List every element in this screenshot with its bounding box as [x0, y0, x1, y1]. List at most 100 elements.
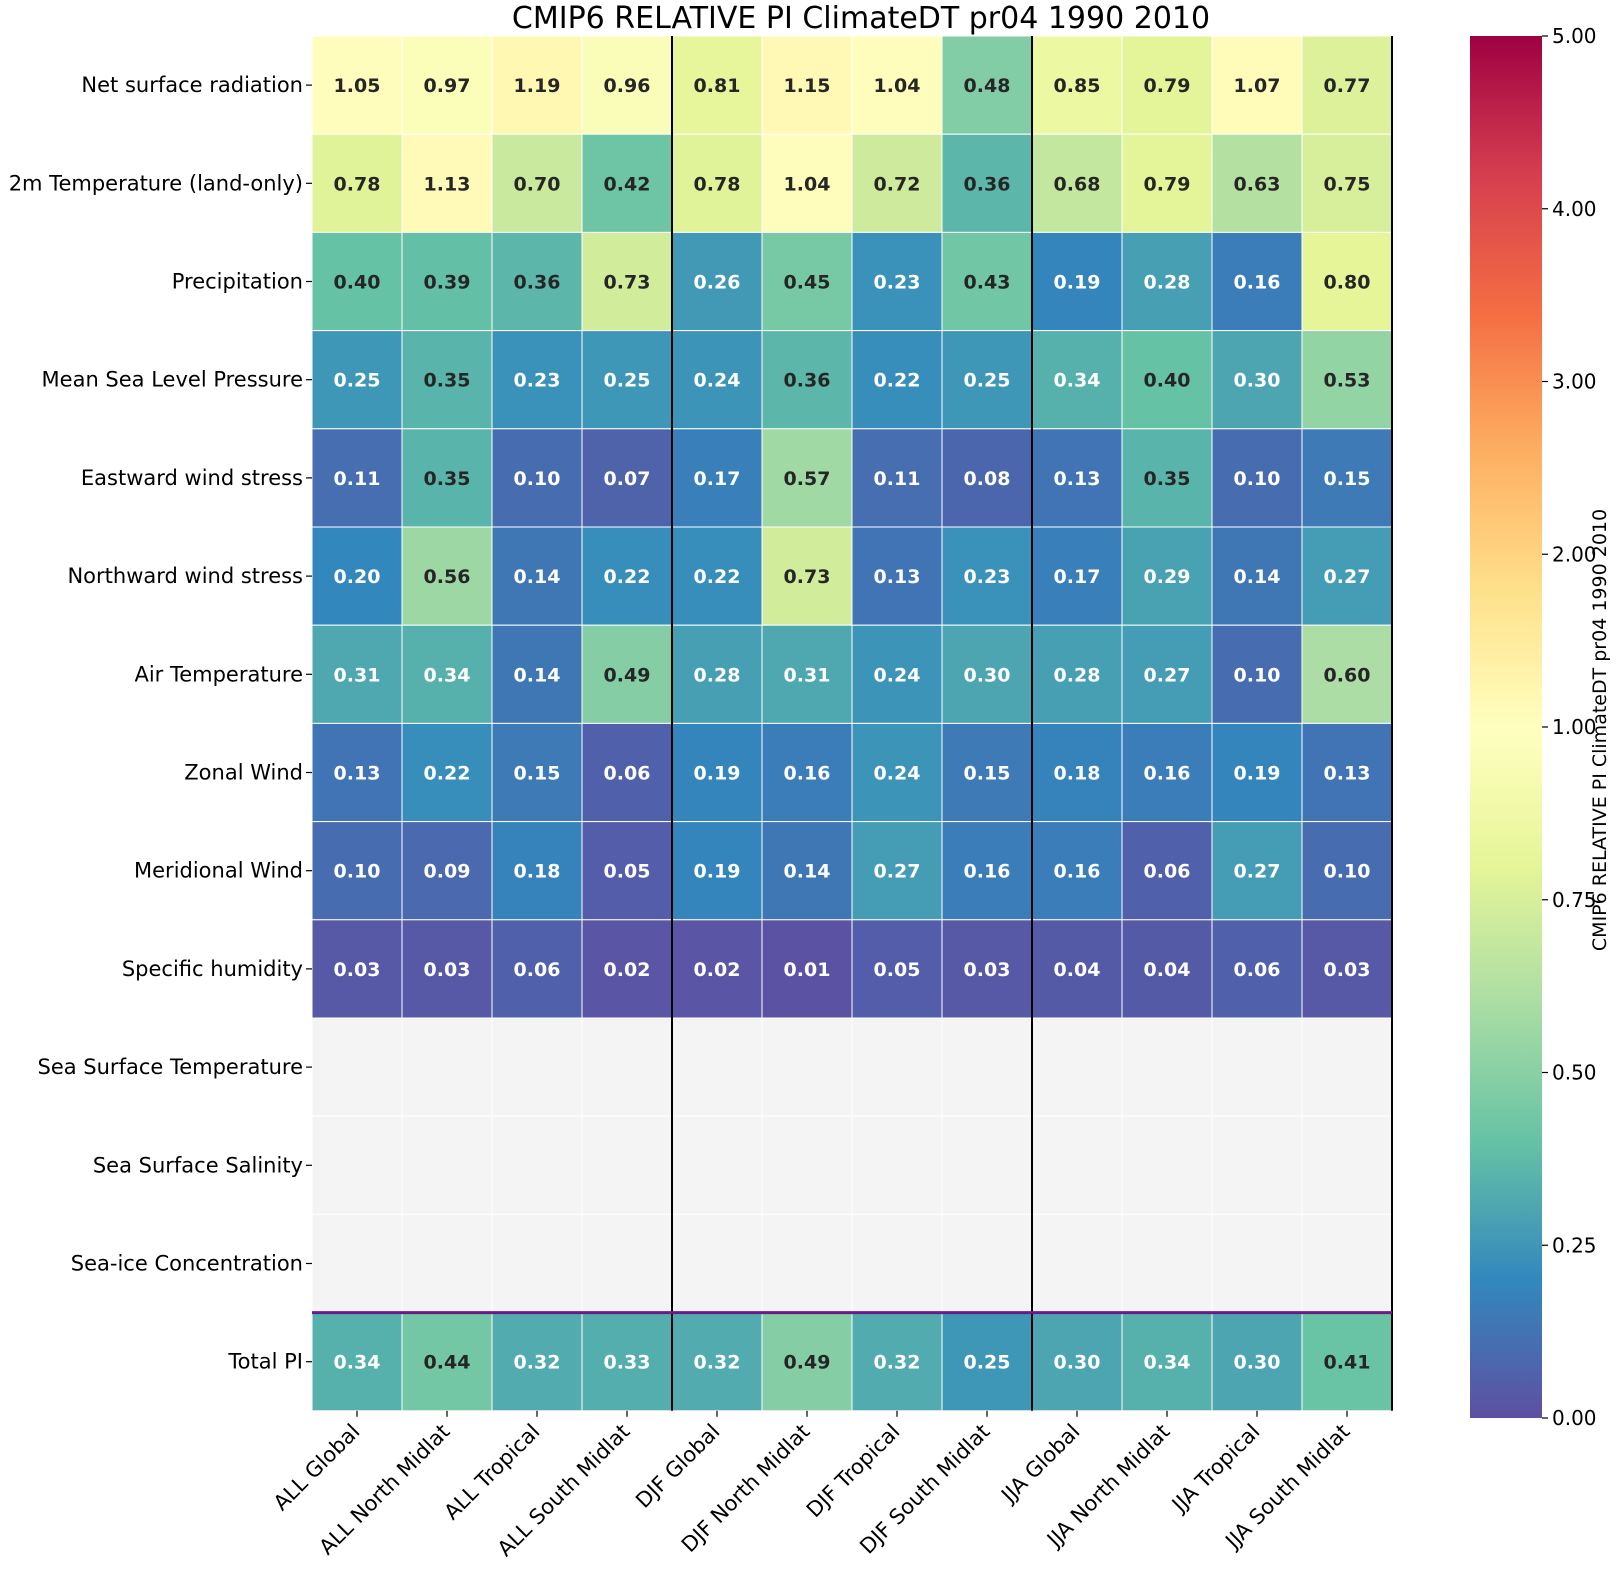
heatmap-cell: [761, 1213, 853, 1314]
cell-value-label: 0.39: [424, 272, 471, 294]
heatmap-cell: [311, 722, 403, 823]
colorbar-gradient: [1470, 36, 1542, 1418]
heatmap-cell: [311, 1115, 403, 1215]
cell-value-label: 0.06: [514, 959, 561, 981]
heatmap-cell: [1121, 1213, 1213, 1314]
heatmap-cell: [851, 1017, 943, 1117]
cell-value-label: 0.06: [1234, 959, 1281, 981]
cell-value-label: 0.19: [1054, 272, 1101, 294]
y-tick-label: Air Temperature: [134, 662, 303, 686]
cell-value-label: 0.16: [784, 763, 831, 785]
cell-value-label: 0.30: [964, 664, 1011, 686]
y-tick-label: Sea-ice Concentration: [71, 1252, 303, 1276]
cell-value-label: 0.45: [784, 272, 831, 294]
cell-value-label: 0.32: [694, 1352, 741, 1374]
cell-value-label: 0.25: [334, 370, 381, 392]
cell-value-label: 0.36: [964, 173, 1011, 195]
heatmap-cell: [1211, 1017, 1303, 1117]
heatmap-cell: [581, 330, 673, 430]
heatmap-cell: [851, 133, 943, 233]
heatmap-cell: [761, 330, 853, 430]
cell-value-label: 0.63: [1234, 173, 1281, 195]
cell-value-label: 1.04: [784, 173, 831, 195]
heatmap-cell: [581, 722, 673, 823]
colorbar: 0.00 0.25 0.50 0.75 1.00 2.00 3.00 4.00 5.00: [1470, 24, 1597, 1430]
heatmap-cell: [941, 35, 1033, 135]
heatmap-cell: [1031, 526, 1123, 626]
heatmap-cell: [1301, 1213, 1393, 1314]
cell-value-label: 0.42: [604, 173, 651, 195]
cell-value-label: 0.08: [964, 468, 1011, 490]
y-axis: Net surface radiation 2m Temperature (lan…: [9, 73, 312, 1374]
heatmap-cell: [851, 722, 943, 823]
heatmap-cell: [1301, 526, 1393, 626]
heatmap-cell: [401, 722, 493, 823]
cell-value-label: 0.15: [1324, 468, 1371, 490]
cell-value-label: 0.31: [334, 664, 381, 686]
cell-value-label: 0.80: [1324, 272, 1371, 294]
cell-value-label: 0.05: [874, 959, 921, 981]
cell-value-label: 0.32: [874, 1352, 921, 1374]
cell-value-label: 0.09: [424, 861, 471, 883]
cell-value-label: 0.22: [874, 370, 921, 392]
cell-value-label: 0.25: [604, 370, 651, 392]
cell-value-label: 0.07: [604, 468, 651, 490]
cell-value-label: 0.34: [1054, 370, 1101, 392]
heatmap-cell: [1211, 133, 1303, 233]
cell-value-label: 0.19: [694, 861, 741, 883]
cell-value-label: 0.79: [1144, 173, 1191, 195]
heatmap-cell: [581, 231, 673, 332]
heatmap-cell: [1121, 330, 1213, 430]
cell-value-label: 0.30: [1234, 1352, 1281, 1374]
heatmap-cell: [761, 133, 853, 233]
heatmap-cell: [1301, 821, 1393, 921]
cell-value-labels: 1.05 0.97 1.19 0.96 0.81 1.15 1.04 0.48 0.85 0.79…: [334, 75, 1371, 1374]
cell-value-label: 0.22: [424, 763, 471, 785]
heatmap-cell: [1121, 133, 1213, 233]
cell-value-label: 1.05: [334, 75, 381, 97]
heatmap-cell: [401, 1312, 493, 1412]
colorbar-tick-label: 3.00: [1552, 370, 1597, 394]
separator-lines: [312, 36, 1393, 1411]
heatmap-cell: [941, 919, 1033, 1019]
heatmap-cell: [491, 1312, 583, 1412]
chart-title: CMIP6 RELATIVE PI ClimateDT pr04 1990 20…: [512, 1, 1210, 36]
colorbar-tick-label: 0.00: [1552, 1406, 1597, 1430]
heatmap-cell: [1301, 1115, 1393, 1215]
cell-value-label: 0.23: [964, 566, 1011, 588]
heatmap-cell: [761, 35, 853, 135]
cell-value-label: 0.14: [1234, 566, 1281, 588]
heatmap-cell: [311, 428, 403, 528]
cell-value-label: 0.43: [964, 272, 1011, 294]
heatmap-cell: [1031, 133, 1123, 233]
cell-value-label: 0.17: [1054, 566, 1101, 588]
y-tick-label: Meridional Wind: [134, 859, 303, 883]
heatmap-cell: [581, 1213, 673, 1314]
cell-value-label: 0.02: [604, 959, 651, 981]
cell-value-label: 0.28: [694, 664, 741, 686]
cell-value-label: 1.07: [1234, 75, 1281, 97]
heatmap-cell: [491, 1017, 583, 1117]
cell-value-label: 1.19: [514, 75, 561, 97]
heatmap-cell: [311, 35, 403, 135]
heatmap-cell: [1031, 1213, 1123, 1314]
cell-value-label: 0.24: [874, 664, 921, 686]
heatmap-cell: [1121, 1017, 1213, 1117]
cell-value-label: 0.75: [1324, 173, 1371, 195]
heatmap-cell: [1121, 1312, 1213, 1412]
cell-value-label: 0.05: [604, 861, 651, 883]
y-tick-label: Sea Surface Salinity: [93, 1153, 303, 1177]
heatmap-cell: [1211, 1213, 1303, 1314]
heatmap-cell: [581, 1312, 673, 1412]
cell-value-label: 0.77: [1324, 75, 1371, 97]
cell-value-label: 0.10: [1324, 861, 1371, 883]
heatmap-cell: [671, 1312, 763, 1412]
cell-value-label: 0.28: [1144, 272, 1191, 294]
heatmap-cell: [851, 428, 943, 528]
heatmap-cell: [761, 428, 853, 528]
heatmap-cell: [851, 330, 943, 430]
heatmap-cell: [941, 1312, 1033, 1412]
cell-value-label: 0.03: [1324, 959, 1371, 981]
heatmap-cell: [1301, 722, 1393, 823]
heatmap-cell: [1121, 526, 1213, 626]
